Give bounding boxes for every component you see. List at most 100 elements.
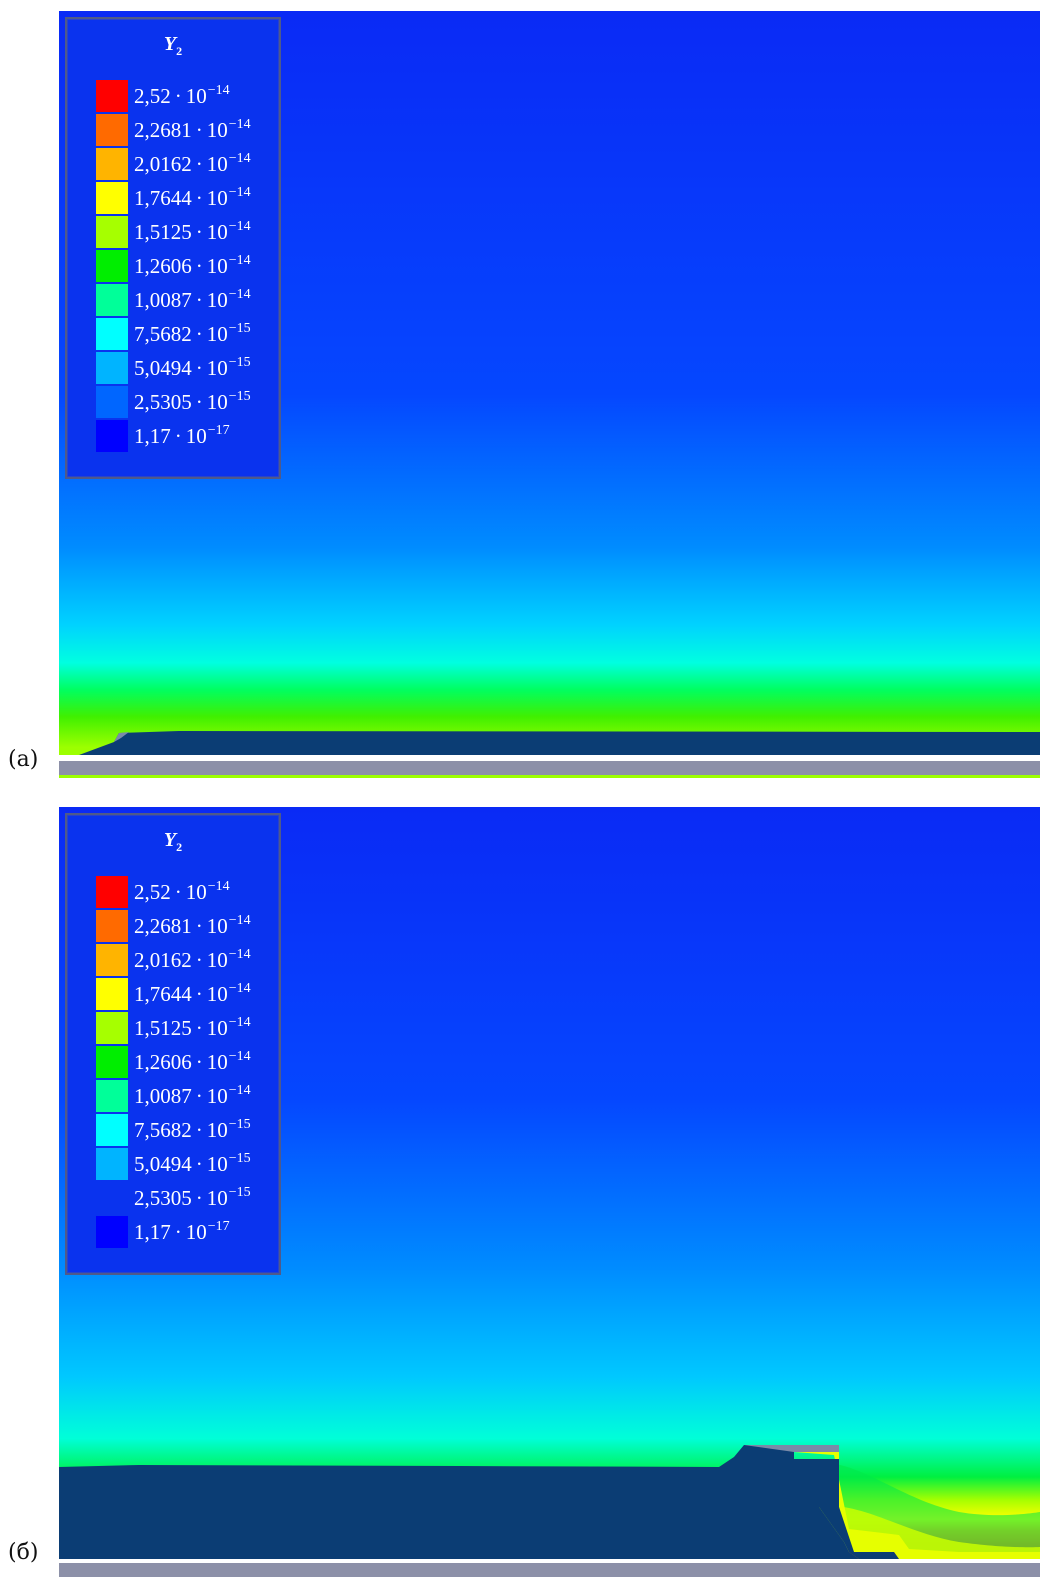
panel-a: Y2 2,52 · 10−14 2,2681 · 10−14 2,0162 · 10−14 1,7… <box>59 11 1040 778</box>
legend-swatch <box>96 250 128 282</box>
legend-value: 1,17 · 10−17 <box>134 423 230 449</box>
legend-mantissa: 2,52 <box>134 880 171 904</box>
legend-exponent: −15 <box>229 1185 251 1200</box>
legend-item: 2,2681 · 10−14 <box>96 113 251 147</box>
legend-item: 2,5305 · 10−15 <box>96 1181 251 1215</box>
legend-value: 1,5125 · 10−14 <box>134 219 251 245</box>
legend-exponent: −14 <box>229 1015 251 1030</box>
legend-mantissa: 1,17 <box>134 424 171 448</box>
legend-base: 10 <box>207 390 228 414</box>
legend-exponent: −14 <box>229 1049 251 1064</box>
legend-swatch <box>96 352 128 384</box>
legend-base: 10 <box>207 1118 228 1142</box>
legend-mantissa: 2,52 <box>134 84 171 108</box>
legend-exponent: −14 <box>229 981 251 996</box>
legend-base: 10 <box>207 254 228 278</box>
legend-value: 1,2606 · 10−14 <box>134 1049 251 1075</box>
legend-mantissa: 1,2606 <box>134 254 192 278</box>
obstacle-shape-a <box>59 731 1040 755</box>
legend-swatch <box>96 148 128 180</box>
legend-exponent: −14 <box>208 879 230 894</box>
legend-value: 2,52 · 10−14 <box>134 879 230 905</box>
legend-value: 1,2606 · 10−14 <box>134 253 251 279</box>
legend-value: 1,5125 · 10−14 <box>134 1015 251 1041</box>
baseline-bar-b <box>59 1563 1040 1577</box>
legend-value: 2,2681 · 10−14 <box>134 913 251 939</box>
legend-mantissa: 1,5125 <box>134 220 192 244</box>
legend-item: 2,0162 · 10−14 <box>96 943 251 977</box>
legend-item: 7,5682 · 10−15 <box>96 1113 251 1147</box>
legend-mantissa: 2,5305 <box>134 390 192 414</box>
legend-swatch <box>96 80 128 112</box>
gap-strip-b <box>59 1559 1040 1563</box>
legend-base: 10 <box>207 1152 228 1176</box>
legend-item: 5,0494 · 10−15 <box>96 351 251 385</box>
legend-base: 10 <box>207 1084 228 1108</box>
panel-label-b: (б) <box>8 1540 38 1565</box>
legend-title-a: Y2 <box>67 33 279 59</box>
legend-swatch <box>96 216 128 248</box>
legend-value: 5,0494 · 10−15 <box>134 1151 251 1177</box>
legend-swatch <box>96 1046 128 1078</box>
legend-a: Y2 2,52 · 10−14 2,2681 · 10−14 2,0162 · 10−14 1,7… <box>65 17 281 479</box>
legend-b: Y2 2,52 · 10−14 2,2681 · 10−14 2,0162 · 10−14 1,7… <box>65 813 281 1275</box>
legend-item: 2,5305 · 10−15 <box>96 385 251 419</box>
legend-exponent: −17 <box>208 1219 230 1234</box>
legend-base: 10 <box>207 220 228 244</box>
legend-base: 10 <box>207 356 228 380</box>
legend-exponent: −17 <box>208 423 230 438</box>
legend-mantissa: 5,0494 <box>134 1152 192 1176</box>
legend-base: 10 <box>186 424 207 448</box>
legend-exponent: −14 <box>229 117 251 132</box>
legend-value: 1,7644 · 10−14 <box>134 981 251 1007</box>
legend-swatch <box>96 318 128 350</box>
legend-exponent: −15 <box>229 389 251 404</box>
legend-item: 2,52 · 10−14 <box>96 875 251 909</box>
panel-b: Y2 2,52 · 10−14 2,2681 · 10−14 2,0162 · 10−14 1,7… <box>59 807 1040 1577</box>
legend-swatch <box>96 1216 128 1248</box>
legend-item: 1,17 · 10−17 <box>96 1215 251 1249</box>
legend-item: 1,5125 · 10−14 <box>96 215 251 249</box>
legend-mantissa: 2,0162 <box>134 948 192 972</box>
legend-mantissa: 1,17 <box>134 1220 171 1244</box>
legend-value: 2,2681 · 10−14 <box>134 117 251 143</box>
legend-value: 7,5682 · 10−15 <box>134 1117 251 1143</box>
legend-mantissa: 2,0162 <box>134 152 192 176</box>
legend-swatch <box>96 386 128 418</box>
legend-mantissa: 1,0087 <box>134 1084 192 1108</box>
legend-mantissa: 1,7644 <box>134 982 192 1006</box>
legend-exponent: −14 <box>229 253 251 268</box>
legend-base: 10 <box>186 1220 207 1244</box>
legend-base: 10 <box>207 118 228 142</box>
legend-mantissa: 2,2681 <box>134 118 192 142</box>
legend-items-b: 2,52 · 10−14 2,2681 · 10−14 2,0162 · 10−14 1,7644… <box>96 875 251 1249</box>
legend-value: 2,0162 · 10−14 <box>134 947 251 973</box>
legend-item: 2,0162 · 10−14 <box>96 147 251 181</box>
legend-mantissa: 7,5682 <box>134 1118 192 1142</box>
legend-value: 1,0087 · 10−14 <box>134 1083 251 1109</box>
legend-base: 10 <box>207 186 228 210</box>
legend-exponent: −15 <box>229 355 251 370</box>
legend-exponent: −14 <box>229 151 251 166</box>
baseline-bar-a <box>59 761 1040 775</box>
legend-item: 1,0087 · 10−14 <box>96 1079 251 1113</box>
legend-swatch <box>96 1080 128 1112</box>
legend-mantissa: 1,0087 <box>134 288 192 312</box>
legend-item: 1,7644 · 10−14 <box>96 977 251 1011</box>
legend-base: 10 <box>207 1186 228 1210</box>
legend-base: 10 <box>207 288 228 312</box>
legend-value: 7,5682 · 10−15 <box>134 321 251 347</box>
legend-value: 2,52 · 10−14 <box>134 83 230 109</box>
legend-item: 2,2681 · 10−14 <box>96 909 251 943</box>
legend-swatch <box>96 1012 128 1044</box>
legend-swatch <box>96 284 128 316</box>
legend-base: 10 <box>186 84 207 108</box>
legend-item: 2,52 · 10−14 <box>96 79 251 113</box>
legend-swatch <box>96 1114 128 1146</box>
legend-exponent: −15 <box>229 1117 251 1132</box>
legend-base: 10 <box>207 948 228 972</box>
legend-item: 7,5682 · 10−15 <box>96 317 251 351</box>
legend-item: 1,2606 · 10−14 <box>96 249 251 283</box>
legend-mantissa: 2,5305 <box>134 1186 192 1210</box>
legend-item: 1,0087 · 10−14 <box>96 283 251 317</box>
